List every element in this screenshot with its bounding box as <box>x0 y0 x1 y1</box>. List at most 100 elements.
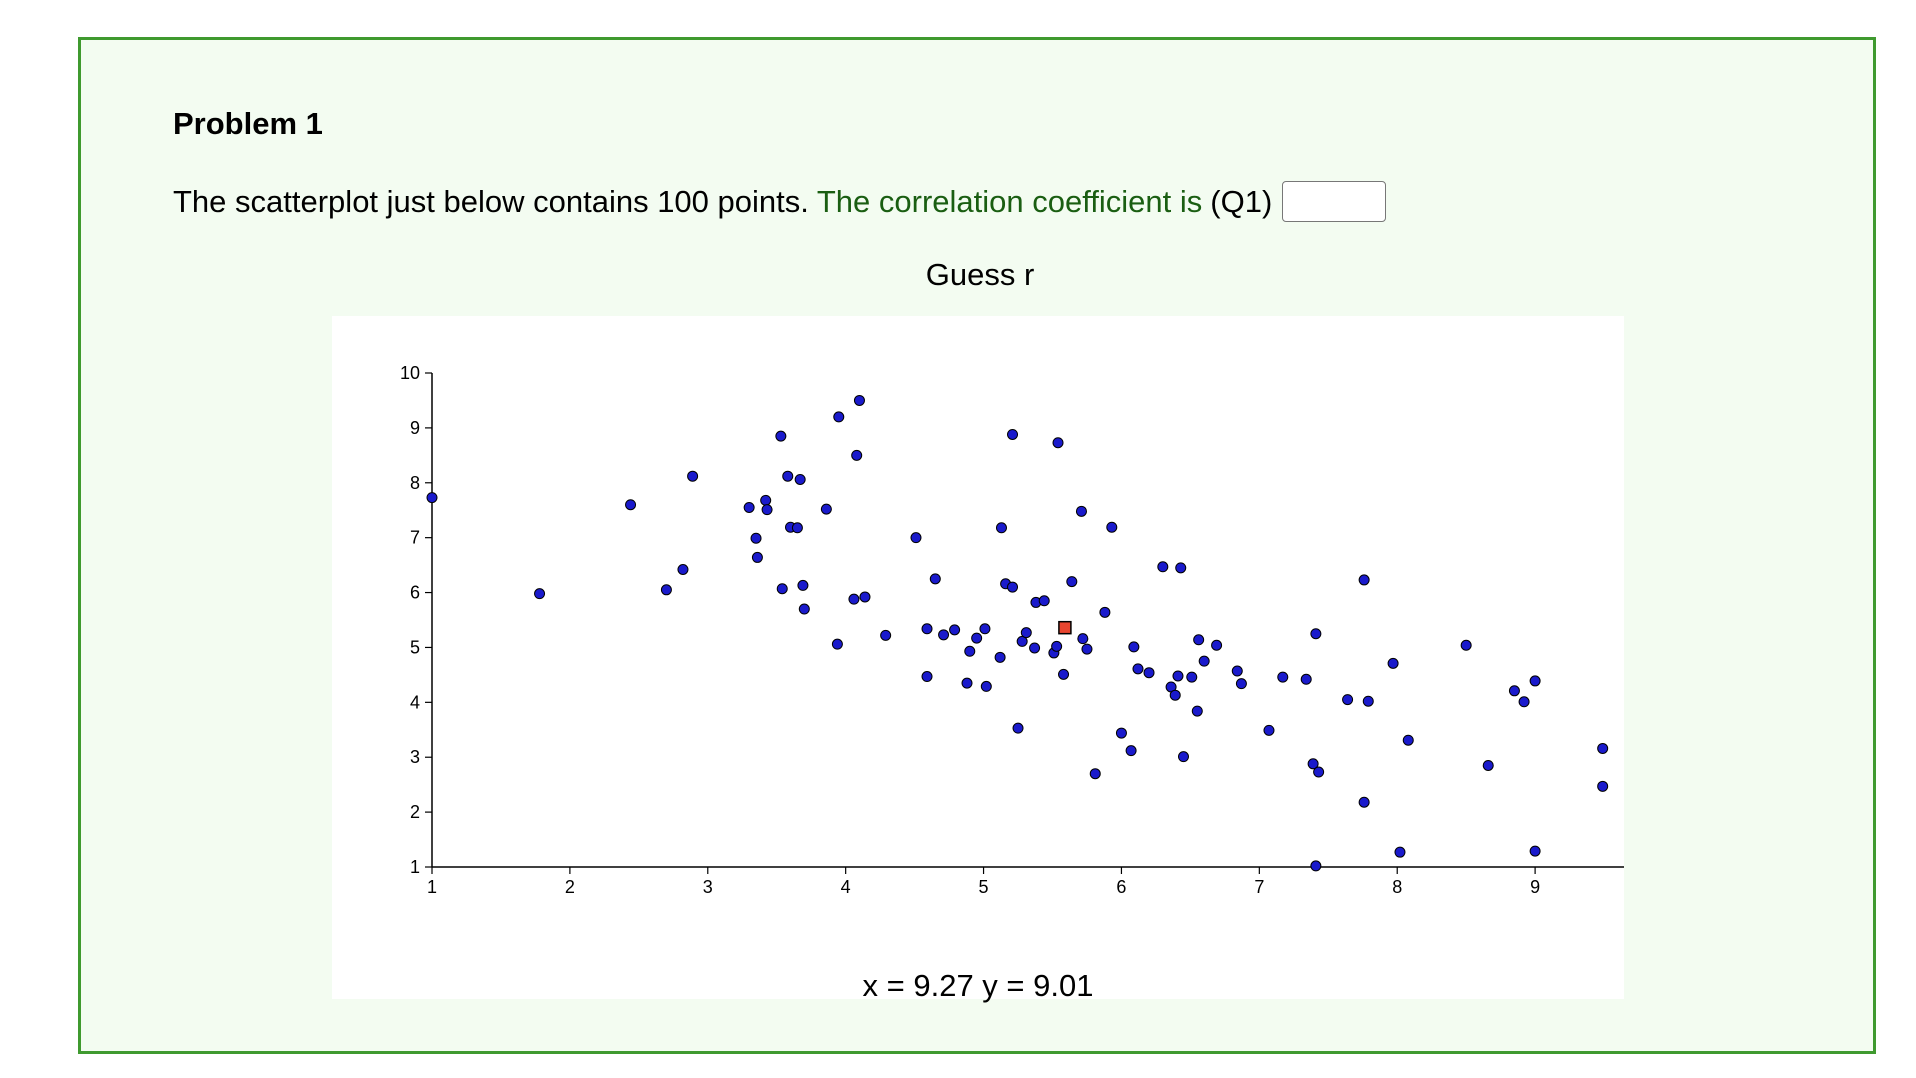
scatter-point <box>760 494 772 506</box>
scatter-point <box>910 532 922 544</box>
scatter-point <box>1077 633 1089 645</box>
question-text: The scatterplot just below contains 100 … <box>173 181 1387 222</box>
scatter-point <box>1012 722 1024 734</box>
scatter-point <box>660 584 672 596</box>
scatter-point <box>1007 581 1019 593</box>
scatter-point <box>1235 678 1247 690</box>
chart-title: Guess r <box>925 257 1035 292</box>
y-tick-label: 6 <box>410 583 420 603</box>
scatter-point <box>776 583 788 595</box>
scatter-point <box>1508 685 1520 697</box>
scatter-point <box>1157 561 1169 573</box>
scatter-point <box>1058 668 1070 680</box>
coordinate-readout: x = 9.27 y = 9.01 <box>862 968 1094 1003</box>
scatter-point <box>775 430 787 442</box>
scatter-point <box>1007 428 1019 440</box>
x-tick-label: 8 <box>1392 877 1402 897</box>
scatter-point <box>1198 655 1210 667</box>
x-tick-label: 1 <box>427 877 437 897</box>
y-tick-label: 10 <box>400 363 420 383</box>
scatter-point <box>851 449 863 461</box>
scatter-point <box>853 394 865 406</box>
scatter-point <box>1529 675 1541 687</box>
scatter-point <box>994 651 1006 663</box>
selected-point-marker <box>1058 620 1072 635</box>
y-tick-label: 7 <box>410 528 420 548</box>
scatter-point <box>1075 505 1087 517</box>
scatter-point <box>1597 780 1609 792</box>
scatter-point <box>929 573 941 585</box>
scatter-point <box>1169 689 1181 701</box>
y-tick-label: 3 <box>410 747 420 767</box>
scatter-point <box>1128 641 1140 653</box>
scatter-point <box>426 492 438 504</box>
scatter-point <box>964 645 976 657</box>
y-tick-label: 4 <box>410 692 420 712</box>
scatter-point <box>751 551 763 563</box>
question-prefix: The scatterplot just below contains 100 … <box>173 183 809 219</box>
scatter-point <box>1052 437 1064 449</box>
scatter-point <box>880 629 892 641</box>
y-tick-label: 8 <box>410 473 420 493</box>
scatter-point <box>1029 642 1041 654</box>
scatter-point <box>1132 663 1144 675</box>
scatter-point <box>921 671 933 683</box>
y-tick-label: 9 <box>410 418 420 438</box>
scatter-point <box>1313 766 1325 778</box>
scatter-point <box>1186 671 1198 683</box>
scatter-point <box>1177 751 1189 763</box>
scatter-point <box>1342 694 1354 706</box>
scatter-plot-area[interactable]: 1234567891012345678910 x = 9.27 y = 9.01 <box>332 316 1624 1003</box>
scatter-point <box>1172 670 1184 682</box>
scatter-point <box>625 499 637 511</box>
scatter-point <box>995 522 1007 534</box>
scatter-point <box>961 677 973 689</box>
scatter-point <box>1277 671 1289 683</box>
scatter-point <box>1310 860 1322 872</box>
scatter-point <box>1191 705 1203 717</box>
scatter-point <box>1460 639 1472 651</box>
scatter-point <box>677 564 689 576</box>
scatter-point <box>1482 759 1494 771</box>
scatter-point <box>848 593 860 605</box>
scatter-point <box>1394 846 1406 858</box>
scatter-point <box>1362 695 1374 707</box>
scatter-point <box>687 470 699 482</box>
question-tag: (Q1) <box>1210 183 1273 219</box>
scatter-point <box>1231 665 1243 677</box>
answer-input[interactable] <box>1282 181 1387 222</box>
scatter-point <box>820 503 832 515</box>
scatter-point <box>980 680 992 692</box>
scatter-point <box>1089 768 1101 780</box>
scatter-point <box>1106 521 1118 533</box>
scatter-point <box>1099 606 1111 618</box>
scatter-point <box>1300 673 1312 685</box>
scatter-point <box>938 629 950 641</box>
scatter-point <box>831 638 843 650</box>
y-tick-label: 5 <box>410 637 420 657</box>
problem-title: Problem 1 <box>173 106 323 141</box>
scatter-point <box>1597 742 1609 754</box>
y-tick-label: 1 <box>410 857 420 877</box>
x-tick-label: 7 <box>1254 877 1264 897</box>
scatter-point <box>794 473 806 485</box>
scatter-point <box>797 579 809 591</box>
scatter-point <box>791 522 803 534</box>
scatter-point <box>1016 635 1028 647</box>
scatter-plot[interactable]: 1234567891012345678910 <box>332 316 1624 999</box>
scatter-point <box>859 591 871 603</box>
scatter-point <box>761 504 773 516</box>
scatter-point <box>782 470 794 482</box>
scatter-point <box>1125 745 1137 757</box>
scatter-point <box>921 623 933 635</box>
x-tick-label: 6 <box>1116 877 1126 897</box>
scatter-point <box>949 624 961 636</box>
x-tick-label: 4 <box>841 877 851 897</box>
x-tick-label: 3 <box>703 877 713 897</box>
scatter-point <box>1020 627 1032 639</box>
scatter-point <box>1175 562 1187 574</box>
scatter-point <box>1211 639 1223 651</box>
scatter-point <box>534 588 546 600</box>
x-tick-label: 5 <box>979 877 989 897</box>
scatter-point <box>1051 640 1063 652</box>
